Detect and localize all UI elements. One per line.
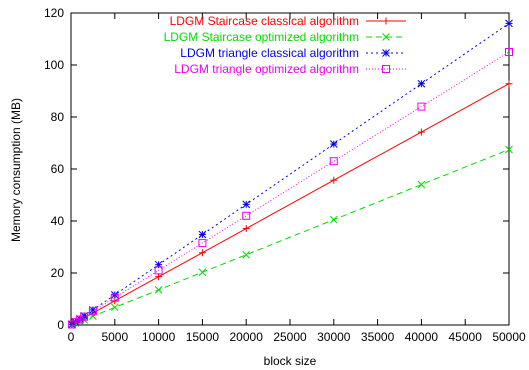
data-point-cross (418, 181, 425, 188)
y-tick-label: 0 (57, 318, 64, 332)
data-point-cross (155, 286, 162, 293)
legend-label: LDGM Staircase classical algorithm (170, 14, 359, 28)
series-line (72, 84, 509, 325)
series-line (72, 150, 509, 325)
data-point-square (383, 66, 390, 73)
data-point-plus (330, 177, 337, 184)
legend-entry: LDGM triangle optimized algorithm (174, 62, 406, 76)
x-tick-label: 40000 (405, 330, 439, 344)
data-point-star (383, 50, 390, 57)
x-tick-label: 5000 (101, 330, 128, 344)
x-tick-label: 25000 (273, 330, 307, 344)
y-tick-label: 80 (51, 110, 65, 124)
data-point-cross (199, 269, 206, 276)
x-tick-label: 20000 (230, 330, 264, 344)
data-point-plus (199, 249, 206, 256)
marker-stroke (330, 158, 337, 165)
legend-label: LDGM triangle classical algorithm (180, 46, 359, 60)
x-axis-title: block size (264, 354, 317, 368)
y-tick-label: 100 (44, 58, 64, 72)
y-tick-label: 60 (51, 162, 65, 176)
series-3 (68, 49, 512, 328)
marker-stroke (383, 66, 390, 73)
series-0 (68, 80, 512, 328)
y-tick-label: 120 (44, 6, 64, 20)
y-tick-label: 20 (51, 266, 65, 280)
data-point-plus (506, 80, 513, 87)
data-point-star (111, 291, 118, 298)
data-point-star (506, 20, 513, 27)
data-point-cross (243, 251, 250, 258)
x-tick-label: 15000 (186, 330, 220, 344)
x-tick-label: 50000 (492, 330, 526, 344)
series-line (72, 52, 509, 324)
data-point-square (243, 212, 250, 219)
x-tick-label: 45000 (449, 330, 483, 344)
x-tick-label: 30000 (317, 330, 351, 344)
legend-entry: LDGM Staircase optimized algorithm (164, 30, 406, 44)
data-point-plus (383, 18, 390, 25)
data-point-star (418, 80, 425, 87)
x-tick-label: 35000 (361, 330, 395, 344)
marker-stroke (243, 212, 250, 219)
legend-label: LDGM triangle optimized algorithm (174, 62, 359, 76)
data-point-star (199, 231, 206, 238)
y-tick-label: 40 (51, 214, 65, 228)
data-point-star (330, 141, 337, 148)
data-point-plus (243, 225, 250, 232)
data-point-plus (418, 129, 425, 136)
legend-entry: LDGM Staircase classical algorithm (170, 14, 406, 28)
x-tick-label: 0 (68, 330, 75, 344)
x-tick-label: 10000 (142, 330, 176, 344)
data-point-square (330, 158, 337, 165)
legend-entry: LDGM triangle classical algorithm (180, 46, 406, 60)
y-axis-title: Memory consumption (MB) (9, 98, 23, 242)
legend-label: LDGM Staircase optimized algorithm (164, 30, 359, 44)
data-point-cross (111, 304, 118, 311)
data-point-star (243, 201, 250, 208)
data-point-cross (330, 216, 337, 223)
legend: LDGM Staircase classical algorithm LDGM S… (164, 14, 406, 76)
